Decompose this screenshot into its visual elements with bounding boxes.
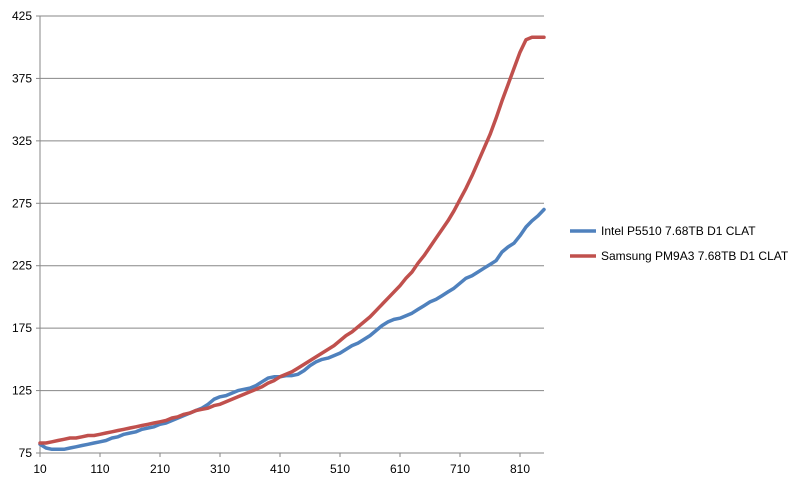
y-tick-label: 175 [12,321,32,335]
y-tick-label: 75 [19,446,33,460]
x-tick-label: 210 [150,462,170,476]
y-tick-label: 325 [12,134,32,148]
y-tick-label: 125 [12,384,32,398]
legend-entry: Samsung PM9A3 7.68TB D1 CLAT [570,249,789,263]
legend-label: Samsung PM9A3 7.68TB D1 CLAT [601,249,789,263]
x-tick-label: 810 [510,462,530,476]
x-tick-label: 110 [90,462,109,476]
y-tick-label: 425 [12,9,32,23]
legend: Intel P5510 7.68TB D1 CLAT Samsung PM9A3 … [570,224,789,263]
y-tick-labels: 75 125 175 225 275 325 375 425 [12,9,32,460]
x-tick-labels: 10 110 210 310 410 510 610 710 810 [33,462,530,476]
axes [36,15,544,457]
legend-entry: Intel P5510 7.68TB D1 CLAT [570,224,756,238]
gridlines [40,15,544,392]
series-line-1 [38,207,546,452]
x-tick-label: 610 [390,462,410,476]
x-tick-label: 310 [210,462,230,476]
y-tick-label: 225 [12,259,32,273]
x-tick-label: 10 [33,462,47,476]
legend-label: Intel P5510 7.68TB D1 CLAT [601,224,756,238]
x-tick-label: 710 [450,462,470,476]
series-lines [38,35,546,452]
x-tick-label: 510 [330,462,350,476]
x-tick-label: 410 [270,462,290,476]
y-tick-label: 275 [12,196,32,210]
series-line-2 [38,35,546,445]
y-tick-label: 375 [12,71,32,85]
